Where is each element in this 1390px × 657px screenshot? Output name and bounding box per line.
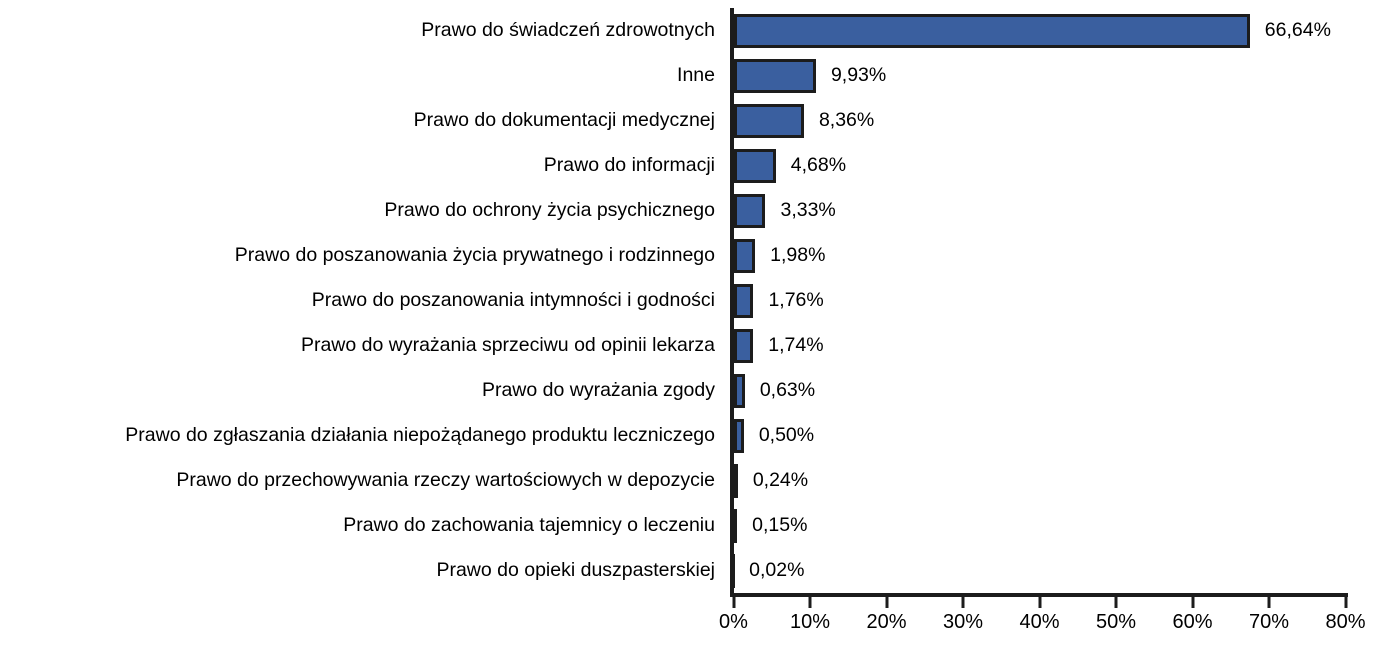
- x-axis-tick: [1344, 597, 1347, 608]
- plot-area: 8,36%: [730, 98, 1390, 143]
- plot-area: 0,50%: [730, 413, 1390, 458]
- x-axis-tick-label: 40%: [1019, 611, 1060, 633]
- chart-row: Inne 9,93%: [0, 53, 1390, 98]
- x-axis-tick: [732, 597, 735, 608]
- bar: [734, 148, 776, 183]
- plot-area: 66,64%: [730, 8, 1390, 53]
- chart-row: Prawo do opieki duszpasterskiej 0,02%: [0, 548, 1390, 593]
- value-label: 4,68%: [790, 154, 847, 176]
- category-label: Prawo do poszanowania życia prywatnego i…: [234, 243, 715, 266]
- bar: [734, 328, 754, 363]
- chart-row: Prawo do wyrażania zgody 0,63%: [0, 368, 1390, 413]
- bar: [734, 373, 745, 408]
- x-axis-tick: [885, 597, 888, 608]
- bar: [734, 13, 1250, 48]
- plot-area: 1,74%: [730, 323, 1390, 368]
- category-label: Prawo do ochrony życia psychicznego: [384, 198, 715, 221]
- x-axis-tick: [1267, 597, 1271, 608]
- value-label: 1,74%: [768, 334, 824, 356]
- x-axis-tick: [1114, 597, 1118, 608]
- bar: [734, 418, 744, 453]
- plot-area: 1,76%: [730, 278, 1390, 323]
- plot-area: 0,02%: [730, 548, 1390, 593]
- chart-row: Prawo do poszanowania życia prywatnego i…: [0, 233, 1390, 278]
- x-axis-tick: [808, 597, 812, 608]
- x-axis-tick: [1038, 597, 1041, 608]
- chart-row: Prawo do przechowywania rzeczy wartościo…: [0, 458, 1390, 503]
- category-label: Inne: [677, 63, 715, 86]
- category-label: Prawo do informacji: [543, 153, 715, 176]
- x-axis-tick-label: 80%: [1325, 611, 1366, 633]
- chart-row: Prawo do wyrażania sprzeciwu od opinii l…: [0, 323, 1390, 368]
- chart-row: Prawo do informacji 4,68%: [0, 143, 1390, 188]
- category-label: Prawo do zgłaszania działania niepożądan…: [125, 423, 715, 446]
- x-axis: 0% 10% 20% 30% 40% 50% 60% 70% 80%: [719, 597, 1366, 652]
- plot-area: 0,63%: [730, 368, 1390, 413]
- chart-row: Prawo do poszanowania intymności i godno…: [0, 278, 1390, 323]
- plot-area: 3,33%: [730, 188, 1390, 233]
- bar: [734, 193, 766, 228]
- x-axis-tick-label: 20%: [866, 611, 907, 633]
- category-label: Prawo do zachowania tajemnicy o leczeniu: [343, 513, 715, 536]
- chart-row: Prawo do dokumentacji medycznej 8,36%: [0, 98, 1390, 143]
- x-axis-tick-label: 0%: [719, 611, 748, 633]
- value-label: 0,15%: [752, 514, 808, 536]
- bar: [734, 58, 816, 93]
- plot-area: 1,98%: [730, 233, 1390, 278]
- plot-area: 0,15%: [730, 503, 1390, 548]
- category-label: Prawo do wyrażania zgody: [481, 378, 715, 401]
- chart-rows: Prawo do świadczeń zdrowotnych 66,64% In…: [0, 8, 1390, 593]
- value-label: 0,63%: [759, 379, 816, 401]
- x-axis-tick-label: 50%: [1095, 611, 1137, 633]
- chart-row: Prawo do świadczeń zdrowotnych 66,64%: [0, 8, 1390, 53]
- value-label: 0,24%: [752, 469, 809, 491]
- x-axis-tick-label: 70%: [1248, 611, 1290, 633]
- value-label: 0,02%: [749, 559, 805, 581]
- chart-row: Prawo do zgłaszania działania niepożądan…: [0, 413, 1390, 458]
- x-axis-tick-label: 60%: [1172, 611, 1213, 633]
- x-axis-tick-label: 10%: [789, 611, 831, 633]
- value-label: 8,36%: [818, 109, 875, 131]
- x-axis-tick: [1191, 597, 1194, 608]
- value-label: 0,50%: [758, 424, 815, 446]
- plot-area: 9,93%: [730, 53, 1390, 98]
- category-label: Prawo do wyrażania sprzeciwu od opinii l…: [300, 333, 715, 356]
- bar: [734, 508, 738, 543]
- category-label: Prawo do opieki duszpasterskiej: [436, 558, 715, 581]
- category-label: Prawo do poszanowania intymności i godno…: [311, 288, 715, 311]
- bar: [734, 238, 756, 273]
- category-label: Prawo do dokumentacji medycznej: [413, 108, 715, 131]
- x-axis-tick: [961, 597, 965, 608]
- category-label: Prawo do przechowywania rzeczy wartościo…: [176, 468, 715, 491]
- bar: [734, 463, 738, 498]
- category-label: Prawo do świadczeń zdrowotnych: [421, 18, 715, 41]
- chart-row: Prawo do ochrony życia psychicznego 3,33…: [0, 188, 1390, 233]
- plot-area: 0,24%: [730, 458, 1390, 503]
- value-label: 1,98%: [770, 244, 826, 266]
- x-axis-tick-label: 30%: [942, 611, 984, 633]
- chart-row: Prawo do zachowania tajemnicy o leczeniu…: [0, 503, 1390, 548]
- plot-area: 4,68%: [730, 143, 1390, 188]
- x-axis-line: [730, 593, 1348, 597]
- value-label: 66,64%: [1264, 19, 1331, 41]
- value-label: 3,33%: [780, 199, 836, 221]
- value-label: 9,93%: [830, 64, 887, 86]
- value-label: 1,76%: [768, 289, 824, 311]
- bar: [734, 283, 754, 318]
- bar: [734, 103, 804, 138]
